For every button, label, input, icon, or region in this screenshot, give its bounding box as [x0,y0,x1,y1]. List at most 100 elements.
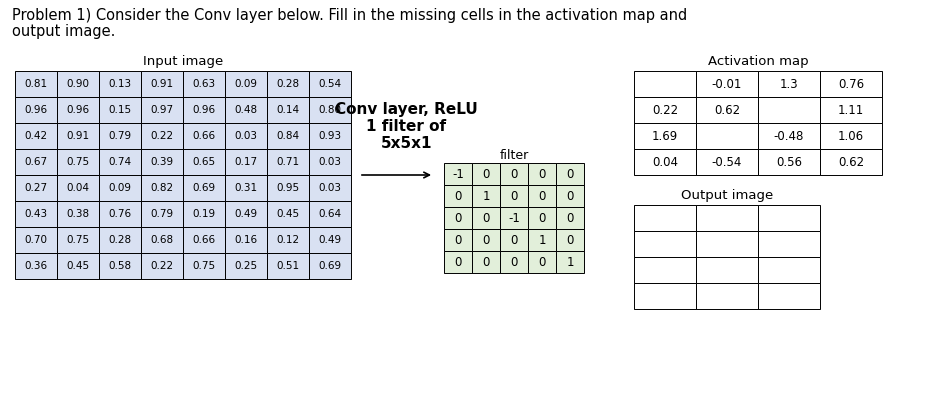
Bar [183,253,225,279]
Bar [528,251,556,273]
Text: Input image: Input image [143,55,223,68]
Bar [820,123,882,149]
Text: 0.75: 0.75 [67,235,89,245]
Text: 0.03: 0.03 [318,183,342,193]
Bar [267,201,309,227]
Bar [15,123,57,149]
Bar [15,253,57,279]
Bar [183,123,225,149]
Bar [57,97,99,123]
Bar [758,231,820,257]
Bar [444,207,472,229]
Text: 0.68: 0.68 [150,235,174,245]
Text: Conv layer, ReLU: Conv layer, ReLU [335,102,478,117]
Bar [634,205,696,231]
Text: 0.09: 0.09 [109,183,131,193]
Bar [183,71,225,97]
Text: 0: 0 [510,255,517,269]
Text: 0.28: 0.28 [108,235,131,245]
Bar [57,71,99,97]
Bar [141,97,183,123]
Text: 0.36: 0.36 [24,261,48,271]
Bar [57,201,99,227]
Bar [15,227,57,253]
Text: 0: 0 [538,189,546,202]
Bar [758,283,820,309]
Text: 0.96: 0.96 [192,105,216,115]
Bar [57,123,99,149]
Text: -1: -1 [508,212,520,225]
Text: 0.51: 0.51 [276,261,300,271]
Text: 0.75: 0.75 [192,261,216,271]
Bar [99,71,141,97]
Text: 0.22: 0.22 [150,131,174,141]
Bar [225,71,267,97]
Bar [57,253,99,279]
Text: 1.06: 1.06 [838,130,864,143]
Bar [444,251,472,273]
Text: 0.79: 0.79 [108,131,131,141]
Text: 0.03: 0.03 [318,157,342,167]
Bar [183,149,225,175]
Text: 0.17: 0.17 [235,157,257,167]
Text: 0: 0 [483,255,489,269]
Bar [225,123,267,149]
Text: 0.95: 0.95 [276,183,300,193]
Bar [267,253,309,279]
Bar [309,97,351,123]
Text: 1.11: 1.11 [838,103,864,116]
Text: 0.28: 0.28 [276,79,300,89]
Text: -0.01: -0.01 [712,78,742,90]
Text: 0.91: 0.91 [67,131,89,141]
Bar [758,71,820,97]
Text: -1: -1 [452,168,464,181]
Bar [444,185,472,207]
Bar [556,251,584,273]
Text: 0.71: 0.71 [276,157,300,167]
Bar [225,253,267,279]
Bar [758,97,820,123]
Text: Problem 1) Consider the Conv layer below. Fill in the missing cells in the activ: Problem 1) Consider the Conv layer below… [12,8,687,23]
Bar [57,149,99,175]
Bar [820,149,882,175]
Bar [696,283,758,309]
Bar [472,229,500,251]
Bar [634,123,696,149]
Text: 0.90: 0.90 [67,79,89,89]
Bar [99,123,141,149]
Bar [634,71,696,97]
Text: 0.27: 0.27 [24,183,48,193]
Bar [696,231,758,257]
Bar [556,207,584,229]
Text: 0.54: 0.54 [318,79,342,89]
Bar [309,253,351,279]
Text: 0.43: 0.43 [24,209,48,219]
Bar [267,71,309,97]
Text: 0.45: 0.45 [67,261,89,271]
Bar [528,185,556,207]
Text: 0.96: 0.96 [67,105,89,115]
Bar [267,97,309,123]
Text: 0: 0 [566,234,574,246]
Bar [225,175,267,201]
Bar [183,175,225,201]
Text: 0: 0 [510,168,517,181]
Bar [309,71,351,97]
Text: 0.49: 0.49 [318,235,342,245]
Bar [141,149,183,175]
Bar [225,97,267,123]
Bar [225,227,267,253]
Bar [141,227,183,253]
Bar [15,71,57,97]
Bar [15,97,57,123]
Text: 1.3: 1.3 [779,78,798,90]
Bar [758,257,820,283]
Text: 0.69: 0.69 [192,183,216,193]
Text: 1: 1 [483,189,490,202]
Text: 0.16: 0.16 [235,235,257,245]
Bar [472,185,500,207]
Bar [472,251,500,273]
Bar [99,175,141,201]
Bar [500,185,528,207]
Text: 0.84: 0.84 [276,131,300,141]
